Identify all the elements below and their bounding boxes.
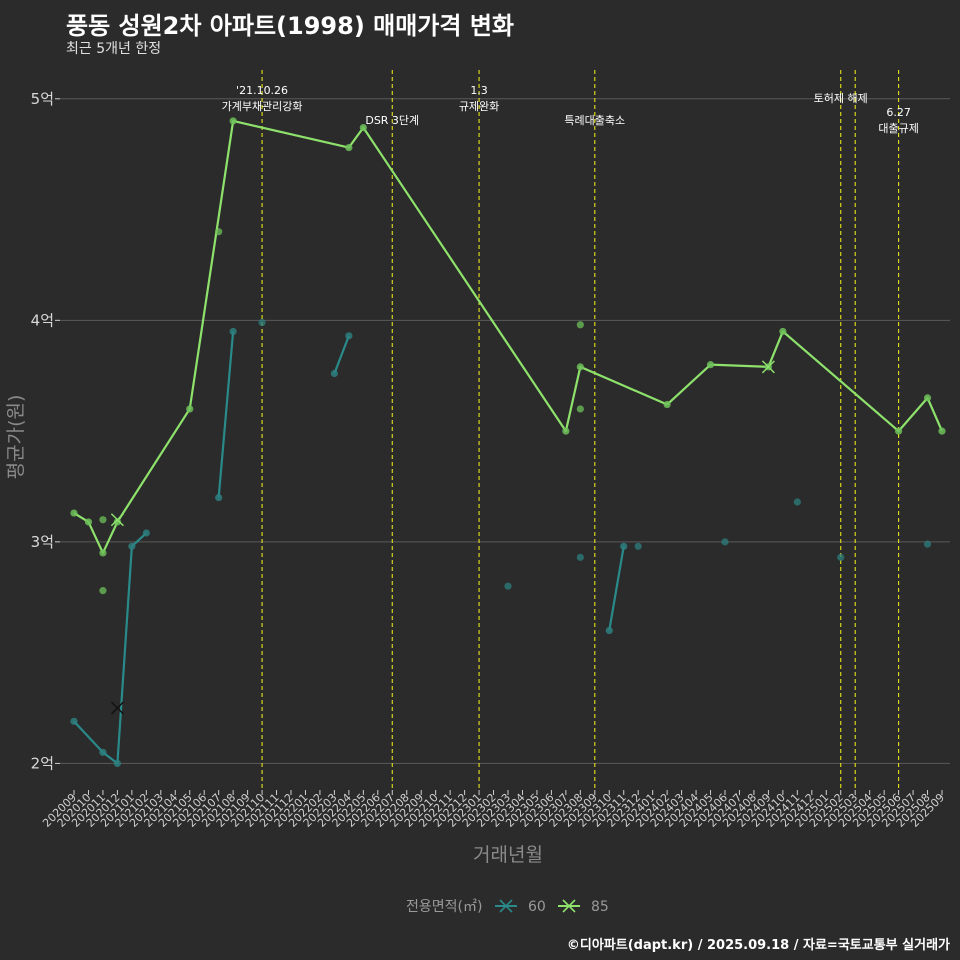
legend-label-85: 85 (591, 899, 609, 915)
legend-key-marker (499, 899, 513, 913)
data-point (84, 518, 93, 526)
data-point (186, 405, 194, 413)
data-point (923, 394, 932, 402)
y-tick-label: 3억 (31, 533, 54, 551)
data-point (215, 228, 223, 236)
series-60 (70, 318, 932, 768)
x-marker (110, 513, 124, 527)
data-point (938, 427, 946, 435)
data-point (215, 493, 223, 502)
data-point (113, 759, 121, 768)
legend-key-marker (562, 899, 576, 913)
data-point (330, 369, 338, 378)
event-label: 가계부채관리강화 (222, 100, 303, 113)
y-axis-title: 평균가(원) (5, 395, 27, 480)
chart-subtitle: 최근 5개년 한정 (66, 41, 162, 57)
y-tick-label: 5억 (31, 90, 54, 108)
event-label: 토허제 해제 (814, 91, 868, 105)
series-layer (70, 117, 946, 768)
data-point (605, 626, 613, 635)
data-point (359, 124, 367, 132)
event-lines (261, 70, 900, 790)
data-point (99, 748, 107, 756)
x-axis-title: 거래년월 (473, 844, 543, 866)
data-point (620, 542, 628, 550)
data-point (345, 143, 353, 152)
data-point (258, 318, 266, 327)
data-point (99, 549, 107, 557)
data-point (895, 427, 903, 435)
legend-label-60: 60 (528, 899, 546, 915)
event-label: '21.10.26 (236, 84, 288, 97)
data-point (229, 327, 237, 336)
data-point (70, 717, 78, 725)
y-tick-label: 2억 (31, 754, 54, 772)
data-point (99, 516, 107, 524)
data-point (837, 553, 845, 561)
data-point (793, 498, 801, 506)
x-marker (761, 360, 775, 374)
x-marker (110, 701, 124, 715)
data-point (504, 582, 512, 590)
y-axis: 2억 3억 4억 5억 (31, 90, 60, 772)
legend-title: 전용면적(㎡) (406, 899, 482, 915)
data-point (345, 332, 353, 340)
data-point (142, 529, 150, 537)
series-85 (70, 117, 946, 595)
data-point (663, 400, 671, 409)
data-point (576, 321, 584, 329)
data-point (576, 553, 584, 561)
data-point (923, 540, 932, 548)
event-label: 대출규제 (878, 122, 918, 135)
event-label: 6.27 (886, 106, 911, 119)
event-label: DSR 3단계 (365, 114, 419, 127)
series-line-60 (608, 546, 625, 631)
event-label: 규제완화 (459, 100, 499, 113)
chart-title: 풍동 성원2차 아파트(1998) 매매가격 변화 (66, 12, 514, 40)
series-line-60 (217, 331, 235, 498)
data-point (562, 427, 570, 435)
data-point (706, 361, 715, 369)
series-line-60 (333, 335, 350, 374)
data-point (576, 363, 584, 371)
series-line-85 (73, 119, 944, 555)
data-point (721, 538, 729, 546)
data-point (128, 542, 136, 550)
data-point (99, 587, 107, 595)
data-point (70, 509, 78, 517)
grid-lines (60, 98, 950, 764)
y-tick-label: 4억 (31, 311, 54, 329)
series-line-60 (73, 532, 148, 765)
event-label: 1.3 (470, 84, 488, 97)
event-label: 특례대출축소 (564, 114, 625, 127)
data-point (576, 405, 584, 413)
source-caption: ©디아파트(dapt.kr) / 2025.09.18 / 자료=국토교통부 실… (566, 938, 950, 953)
data-point (113, 518, 121, 526)
data-point (634, 542, 642, 550)
data-point (229, 117, 237, 125)
legend: 전용면적(㎡) 60 85 (406, 899, 609, 915)
data-point (779, 327, 787, 336)
x-axis: 2020092020102020112020122021012021022021… (40, 790, 947, 830)
